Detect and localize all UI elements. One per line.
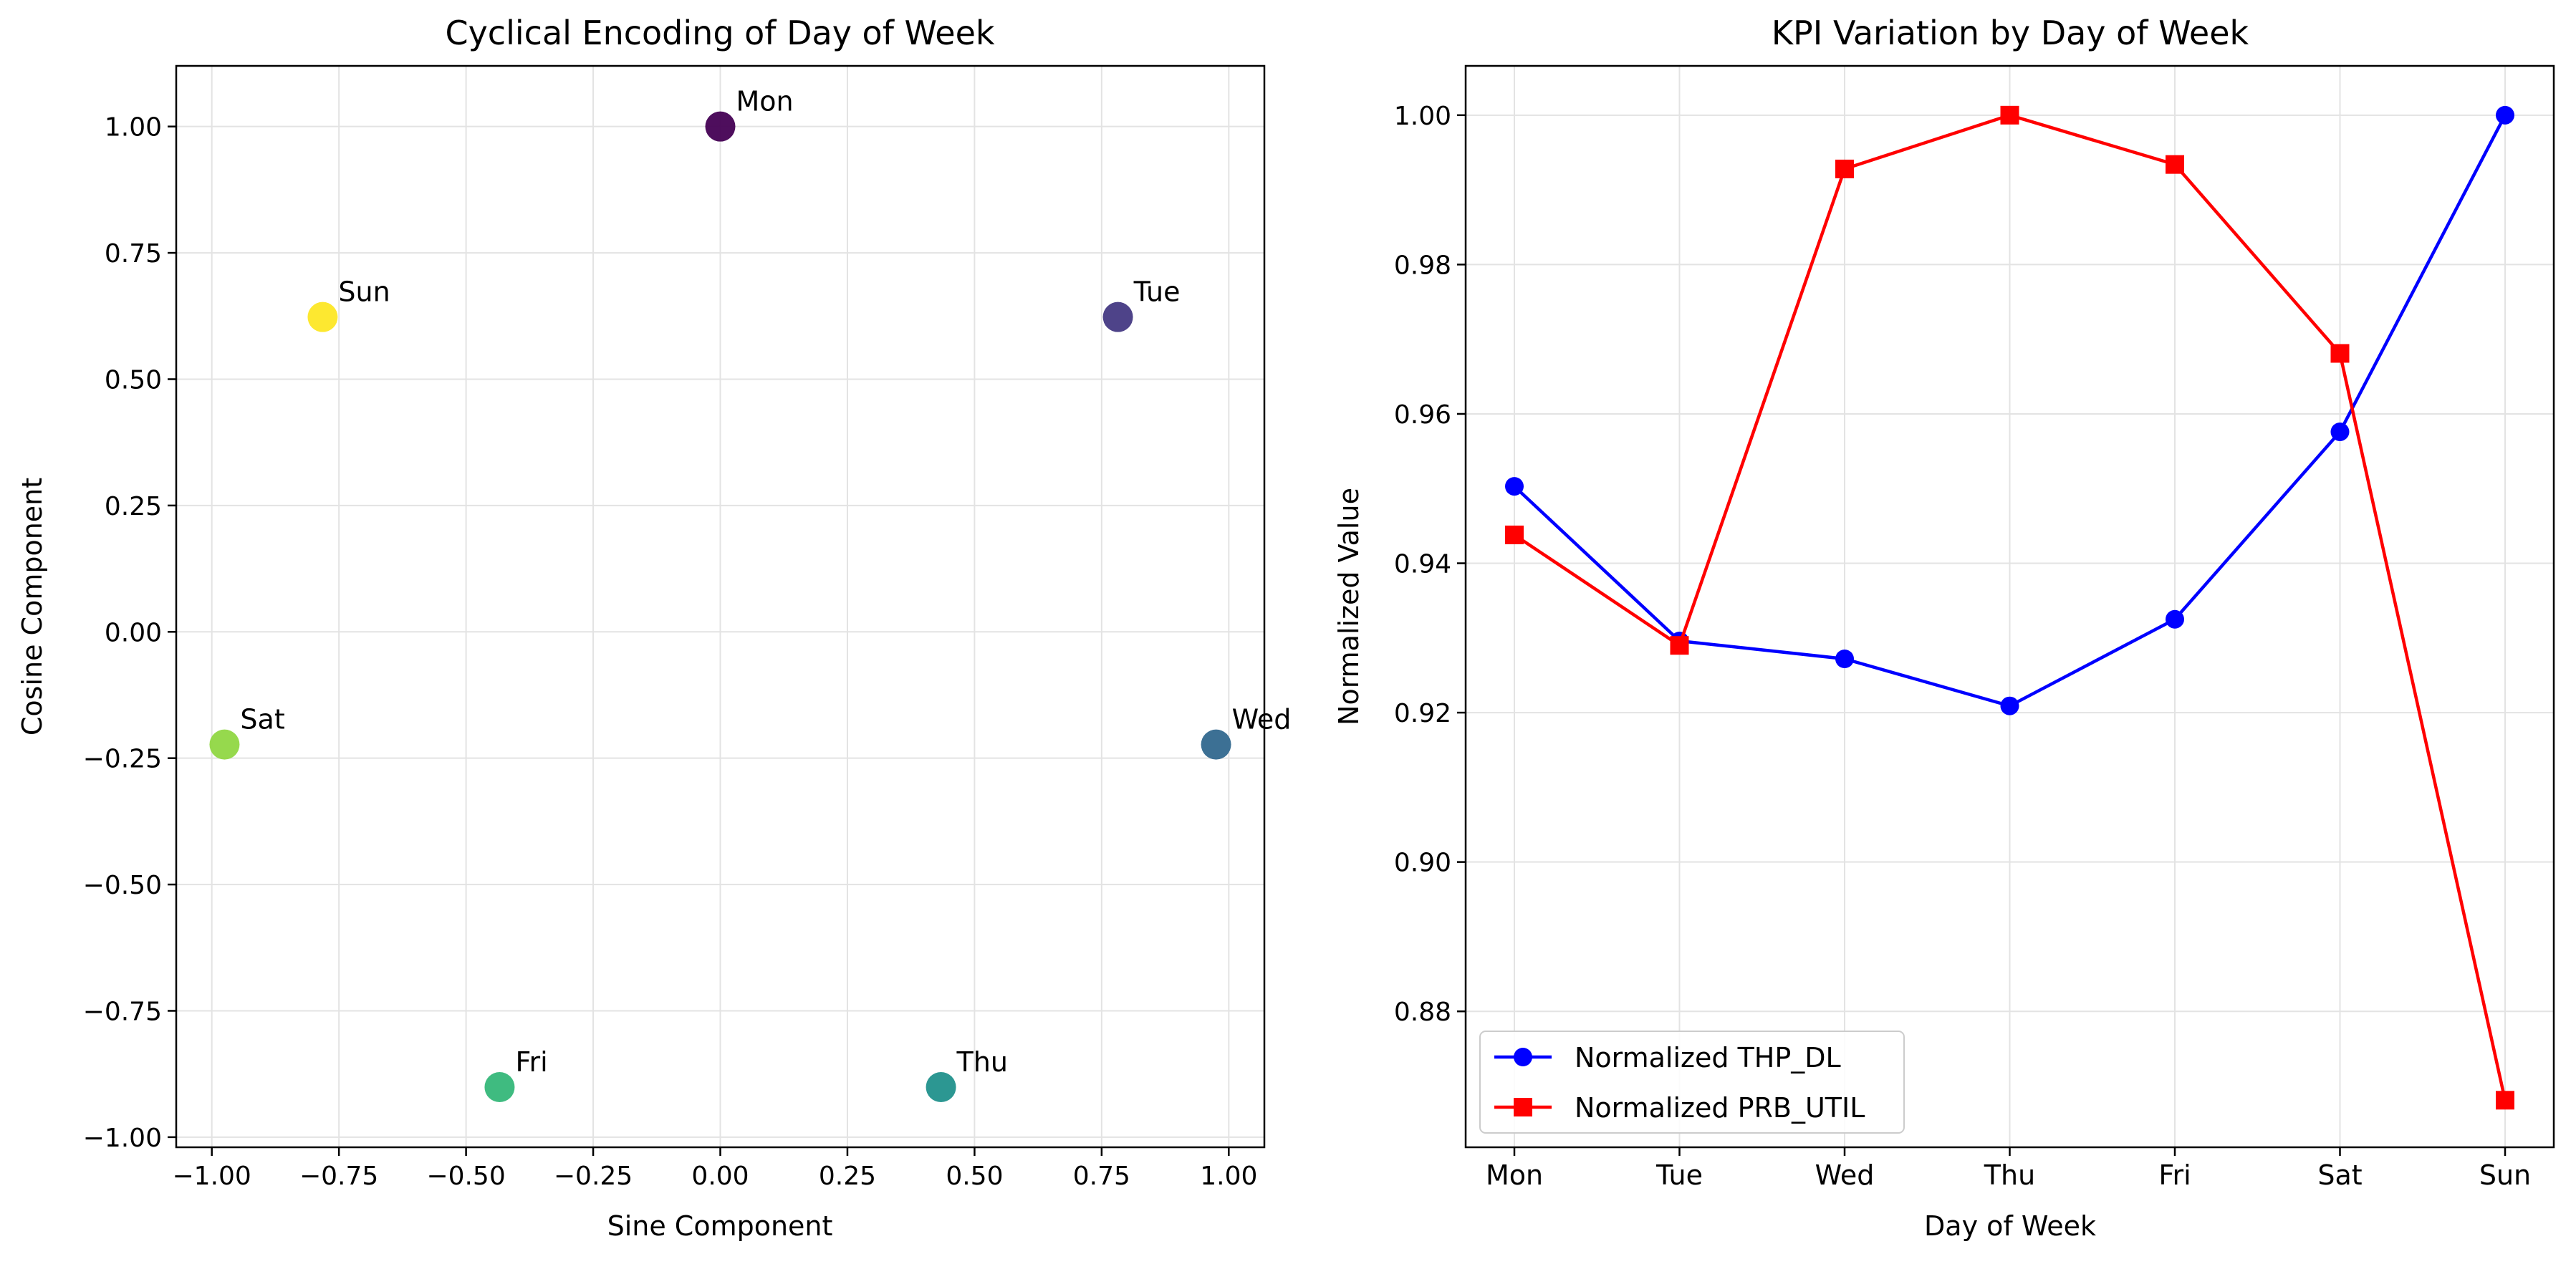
- legend-box: [1479, 1031, 1905, 1134]
- scatter-ticks: −1.00 −0.75 −0.50 −0.25 0.00 0.25 0.50 0.75 1.00…: [83, 113, 1258, 1191]
- scatter-point-label-fri: Fri: [515, 1046, 547, 1078]
- series-point-prb-util: [2496, 1091, 2514, 1110]
- line-x-tick-label: Thu: [1984, 1159, 2035, 1191]
- line-y-tick-label: 1.00: [1394, 102, 1451, 131]
- scatter-x-tick-label: 1.00: [1200, 1162, 1257, 1191]
- scatter-point-thu: [926, 1072, 956, 1103]
- line-x-tick-label: Fri: [2158, 1159, 2191, 1191]
- line-ticks: Mon Tue Wed Thu Fri Sat Sun 0.88 0.90 0.92 0.94 0.9…: [1394, 102, 2531, 1191]
- scatter-points: Mon Tue Wed Thu Fri Sat Sun: [209, 86, 1292, 1103]
- scatter-y-tick-label: 0.75: [105, 239, 162, 269]
- scatter-point-label-mon: Mon: [736, 86, 794, 117]
- series-point-prb-util: [1505, 525, 1524, 544]
- line-y-tick-label: 0.96: [1394, 400, 1451, 430]
- scatter-x-tick-label: 0.50: [946, 1162, 1003, 1191]
- scatter-point-sat: [209, 729, 240, 760]
- series-point-prb-util: [2330, 344, 2350, 363]
- line-y-tick-label: 0.92: [1394, 699, 1451, 728]
- series-point-thp-dl: [1835, 649, 1854, 668]
- scatter-point-wed: [1201, 729, 1231, 760]
- scatter-point-mon: [705, 111, 736, 142]
- line-y-tick-label: 0.90: [1394, 849, 1451, 878]
- line-legend: Normalized THP_DL Normalized PRB_UTIL: [1479, 1031, 1905, 1134]
- line-x-tick-label: Mon: [1486, 1159, 1543, 1191]
- scatter-x-tick-label: −0.50: [426, 1162, 505, 1191]
- series-point-thp-dl: [2330, 422, 2350, 441]
- series-point-thp-dl: [2166, 609, 2184, 629]
- line-y-tick-label: 0.98: [1394, 251, 1451, 280]
- series-point-prb-util: [2166, 155, 2184, 174]
- scatter-point-label-thu: Thu: [956, 1046, 1008, 1078]
- scatter-y-tick-label: −0.75: [83, 997, 162, 1026]
- scatter-y-tick-label: −0.50: [83, 871, 162, 900]
- scatter-panel: Cyclical Encoding of Day of Week Mon Tue W…: [16, 14, 1291, 1242]
- scatter-x-tick-label: 0.25: [819, 1162, 876, 1191]
- scatter-y-tick-label: 0.25: [105, 492, 162, 521]
- legend-marker-thp-dl: [1514, 1048, 1532, 1066]
- series-point-thp-dl: [1505, 477, 1524, 496]
- scatter-x-axis-label: Sine Component: [607, 1210, 833, 1242]
- scatter-title: Cyclical Encoding of Day of Week: [445, 14, 994, 52]
- line-x-tick-label: Wed: [1815, 1159, 1875, 1191]
- line-x-axis-label: Day of Week: [1924, 1210, 2096, 1242]
- scatter-y-tick-label: 0.50: [105, 365, 162, 395]
- scatter-x-tick-label: 0.75: [1073, 1162, 1130, 1191]
- legend-marker-prb-util: [1514, 1098, 1532, 1116]
- scatter-y-tick-label: −0.25: [83, 745, 162, 774]
- line-title: KPI Variation by Day of Week: [1772, 14, 2249, 52]
- legend-label-prb-util: Normalized PRB_UTIL: [1575, 1092, 1865, 1124]
- scatter-x-tick-label: 0.00: [691, 1162, 749, 1191]
- scatter-point-label-tue: Tue: [1133, 276, 1181, 308]
- series-point-thp-dl: [2496, 105, 2514, 125]
- scatter-point-sun: [307, 301, 338, 332]
- line-y-tick-label: 0.88: [1394, 998, 1451, 1027]
- scatter-y-axis-label: Cosine Component: [16, 478, 48, 735]
- scatter-point-label-wed: Wed: [1232, 704, 1292, 735]
- scatter-grid: [176, 66, 1264, 1147]
- scatter-x-tick-label: −0.75: [299, 1162, 378, 1191]
- series-point-prb-util: [1835, 159, 1854, 178]
- series-point-prb-util: [1670, 636, 1689, 655]
- scatter-point-label-sat: Sat: [240, 704, 284, 735]
- line-y-tick-label: 0.94: [1394, 550, 1451, 579]
- scatter-x-tick-label: −0.25: [554, 1162, 633, 1191]
- line-x-tick-label: Tue: [1655, 1159, 1703, 1191]
- series-point-prb-util: [2000, 105, 2019, 125]
- line-x-tick-label: Sun: [2479, 1159, 2531, 1191]
- scatter-point-label-sun: Sun: [338, 276, 390, 308]
- line-panel: KPI Variation by Day of Week Mon Tue Wed Th…: [1333, 14, 2555, 1242]
- line-y-axis-label: Normalized Value: [1333, 488, 1365, 725]
- scatter-y-tick-label: 1.00: [105, 113, 162, 143]
- series-point-thp-dl: [2000, 696, 2019, 715]
- scatter-y-tick-label: 0.00: [105, 618, 162, 647]
- scatter-point-fri: [484, 1072, 515, 1103]
- scatter-y-tick-label: −1.00: [83, 1124, 162, 1153]
- line-series: [1505, 105, 2514, 1110]
- legend-label-thp-dl: Normalized THP_DL: [1575, 1042, 1841, 1074]
- line-x-tick-label: Sat: [2317, 1159, 2362, 1191]
- scatter-point-tue: [1102, 301, 1133, 332]
- scatter-x-tick-label: −1.00: [173, 1162, 251, 1191]
